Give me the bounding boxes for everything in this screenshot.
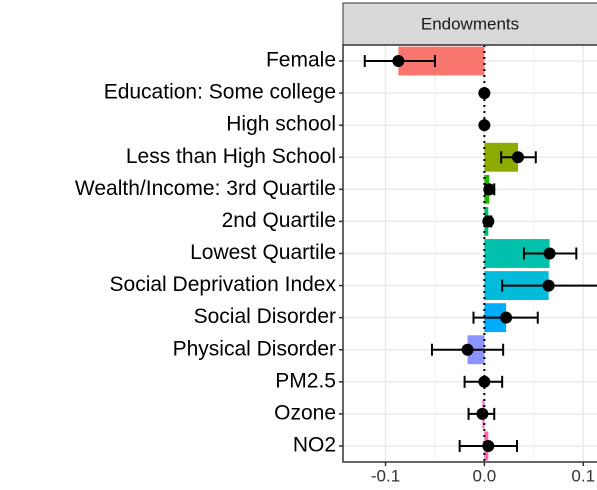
y-tick-label: Less than High School <box>126 145 336 168</box>
x-tick-label: -0.1 <box>371 466 400 485</box>
facet-strip <box>342 2 597 46</box>
point <box>478 375 491 388</box>
y-tick-label: NO2 <box>293 434 336 457</box>
point <box>482 215 495 228</box>
point <box>392 55 405 68</box>
x-tick-label: 0.1 <box>571 466 595 485</box>
y-tick-label: Social Disorder <box>194 305 336 328</box>
point <box>483 183 496 196</box>
point <box>476 407 489 420</box>
point <box>478 87 491 100</box>
x-tick-label: 0.0 <box>473 466 497 485</box>
y-tick-label: 2nd Quartile <box>222 209 336 232</box>
point <box>511 151 524 164</box>
point <box>461 343 474 356</box>
panel-border <box>342 44 597 463</box>
y-tick-label: PM2.5 <box>275 369 336 392</box>
point <box>543 247 556 260</box>
y-tick-label: Wealth/Income: 3rd Quartile <box>75 177 336 200</box>
point <box>500 311 513 324</box>
y-tick-label: Lowest Quartile <box>190 241 336 264</box>
point <box>482 439 495 452</box>
y-tick-label: Female <box>266 49 336 72</box>
y-tick-label: High school <box>226 113 336 136</box>
y-tick-label: Social Deprivation Index <box>110 273 337 296</box>
point <box>478 119 491 132</box>
y-tick-label: Ozone <box>274 401 336 424</box>
y-tick-label: Education: Some college <box>104 81 336 104</box>
y-tick-label: Physical Disorder <box>173 337 336 360</box>
point <box>542 279 555 292</box>
facet-label: Endowments <box>421 14 519 33</box>
